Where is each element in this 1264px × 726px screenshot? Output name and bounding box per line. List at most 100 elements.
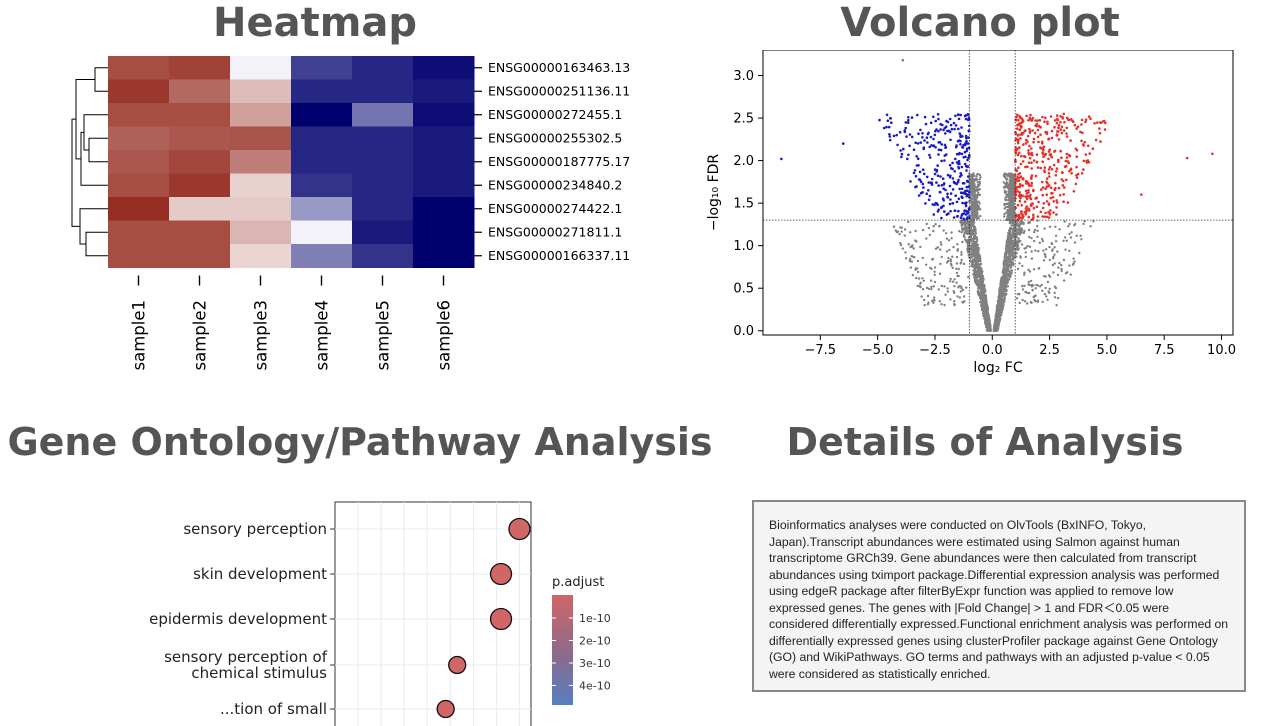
dendrogram-branch (85, 231, 108, 257)
volcano-point-up (1052, 211, 1055, 214)
volcano-point-ns (938, 300, 941, 303)
heatmap-cell (352, 126, 414, 151)
volcano-point-down (921, 136, 924, 139)
volcano-point-ns (925, 237, 928, 240)
volcano-point-ns (1011, 242, 1015, 245)
go-legend-title: p.adjust (552, 575, 604, 590)
volcano-point-up (1053, 119, 1057, 122)
volcano-point-ns (951, 255, 954, 258)
volcano-point-ns (1064, 248, 1067, 251)
volcano-point-ns (1017, 247, 1020, 250)
volcano-point-ns (950, 231, 953, 234)
volcano-point-down (906, 157, 909, 161)
volcano-point-up (1034, 119, 1037, 122)
volcano-point-down (943, 143, 947, 147)
volcano-point-ns (1006, 177, 1009, 181)
volcano-point-down (948, 184, 952, 188)
volcano-point-ns (1006, 269, 1010, 272)
volcano-point-ns (970, 223, 973, 227)
volcano-point-up (1083, 140, 1086, 144)
volcano-point-down (966, 210, 970, 213)
volcano-point-ns (921, 228, 925, 232)
volcano-point-down (934, 129, 937, 133)
volcano-point-up (1027, 151, 1030, 155)
volcano-point-ns (1070, 231, 1073, 234)
volcano-point-up (1063, 186, 1066, 189)
volcano-point-up (1028, 127, 1031, 131)
go-category-label: epidermis development (149, 610, 327, 628)
volcano-point-ns (973, 183, 976, 186)
volcano-point-ns (977, 206, 981, 210)
volcano-point-ns (1008, 229, 1011, 232)
volcano-point-ns (1021, 284, 1024, 288)
heatmap-cell (230, 173, 292, 198)
volcano-point-up (1044, 116, 1047, 120)
volcano-point-ns (963, 226, 966, 229)
go-category-label: ...tion of small (220, 700, 327, 718)
volcano-point-ns (938, 272, 942, 275)
heatmap-cell (413, 56, 475, 80)
volcano-point-ns (911, 273, 915, 277)
volcano-point-up (1049, 115, 1053, 118)
volcano-point-ns (921, 277, 924, 280)
volcano-point-ns (978, 180, 981, 184)
volcano-point-ns (973, 194, 976, 197)
volcano-point-up (1059, 128, 1063, 131)
volcano-point-down (966, 211, 970, 215)
volcano-point-ns (1012, 199, 1015, 202)
volcano-point-ns (1010, 263, 1013, 266)
volcano-point-up (1041, 206, 1045, 210)
volcano-point-ns (978, 183, 981, 187)
volcano-point-ns (1008, 197, 1011, 200)
heatmap-cell (352, 220, 414, 245)
volcano-point-down (946, 129, 949, 133)
volcano-point-ns (1024, 251, 1027, 254)
volcano-point-ns (974, 185, 977, 189)
volcano-point-ns (1009, 241, 1012, 245)
volcano-point-down (923, 115, 927, 119)
volcano-point-down (957, 117, 961, 121)
volcano-point-ns (981, 290, 984, 293)
volcano-point-down (910, 135, 914, 139)
volcano-point-down (965, 136, 968, 140)
volcano-point-ns (939, 248, 942, 251)
volcano-point-up (1027, 191, 1030, 194)
heatmap-cell (291, 103, 353, 127)
volcano-point-ns (942, 229, 945, 232)
volcano-point-ns (979, 176, 982, 179)
volcano-point-up (1084, 118, 1088, 121)
volcano-point-ns (1009, 177, 1012, 180)
volcano-point-down (908, 133, 912, 136)
volcano-point-down (949, 209, 952, 213)
volcano-point-up (1019, 162, 1023, 166)
volcano-point-ns (958, 296, 961, 299)
volcano-point-ns (953, 300, 956, 303)
volcano-point-ns (973, 271, 976, 274)
volcano-point-down (939, 175, 942, 178)
volcano-point-up (1088, 152, 1091, 155)
volcano-point-up (1025, 138, 1028, 142)
volcano-point-ns (978, 193, 982, 197)
volcano-point-ns (963, 223, 966, 226)
heatmap-row-label: ENSG00000251136.11 (488, 83, 630, 98)
volcano-point-down (957, 127, 960, 131)
volcano-point-ns (1011, 256, 1015, 259)
volcano-point-ns (1006, 183, 1009, 186)
volcano-point-ns (1044, 255, 1047, 259)
dendrogram-branch (94, 67, 108, 92)
volcano-point-up (1042, 202, 1046, 205)
volcano-point-ns (1012, 213, 1015, 217)
volcano-point-up (1075, 165, 1078, 169)
volcano-point-outlier (780, 157, 783, 161)
volcano-point-ns (940, 284, 943, 288)
volcano-point-ns (984, 312, 987, 315)
volcano-point-up (1041, 142, 1044, 145)
volcano-point-ns (979, 283, 982, 286)
volcano-point-ns (969, 182, 972, 186)
volcano-point-ns (959, 290, 963, 293)
dendrogram-branch (80, 131, 108, 186)
volcano-point-down (918, 170, 922, 174)
volcano-point-down (944, 188, 947, 192)
volcano-point-up (1041, 160, 1044, 163)
volcano-point-ns (974, 251, 978, 254)
